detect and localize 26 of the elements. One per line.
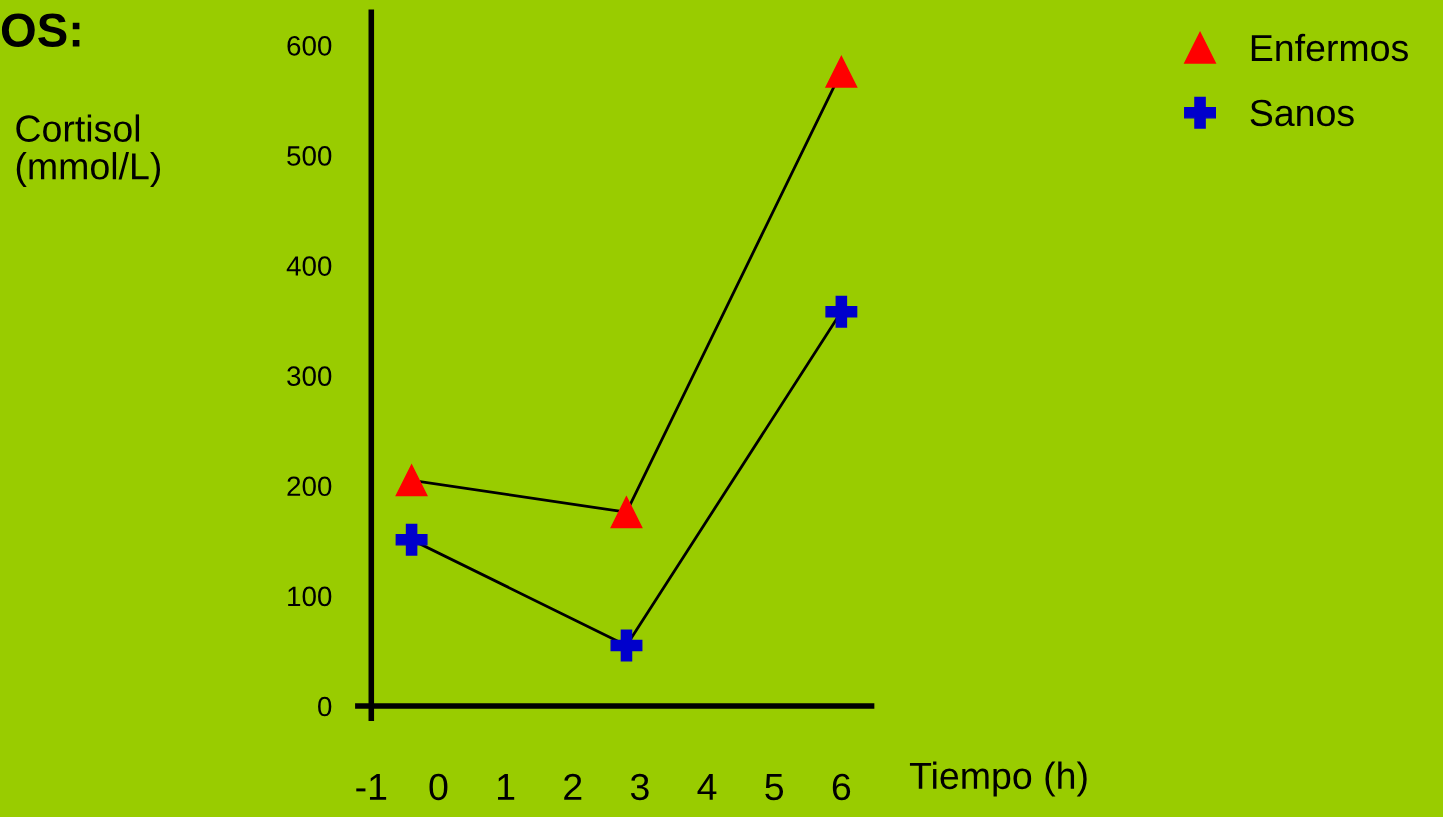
point (610, 629, 643, 662)
x-tick-label: 6 (832, 773, 851, 801)
x-tick-label: 0 (429, 773, 448, 801)
y-tick-label: 200 (287, 476, 332, 497)
x-tick-label: 1 (498, 774, 515, 800)
x-tick-label: -1 (356, 774, 387, 800)
legend-label: Enfermos (1251, 33, 1408, 62)
point (395, 523, 428, 556)
y-tick-label: 600 (287, 35, 332, 56)
point (825, 55, 858, 88)
point (610, 496, 643, 529)
point (395, 464, 428, 497)
x-tick-label: 4 (697, 774, 717, 800)
y-tick-label: 100 (288, 586, 332, 607)
x-tick-label: 3 (630, 773, 649, 801)
y-tick-label: 500 (287, 146, 332, 166)
point (825, 295, 858, 328)
y-tick-label: 400 (286, 256, 332, 276)
y-axis-title: Cortisol (mmol/L) (16, 114, 161, 187)
legend-label: Sanos (1250, 99, 1354, 127)
y-tick-label: 300 (287, 366, 332, 386)
x-axis-title: Tiempo (h) (909, 761, 1087, 797)
x-tick-label: 5 (765, 774, 784, 801)
chart-title: OS: (1, 13, 80, 47)
y-tick-label: 0 (318, 696, 332, 717)
x-tick-label: 2 (564, 773, 582, 800)
